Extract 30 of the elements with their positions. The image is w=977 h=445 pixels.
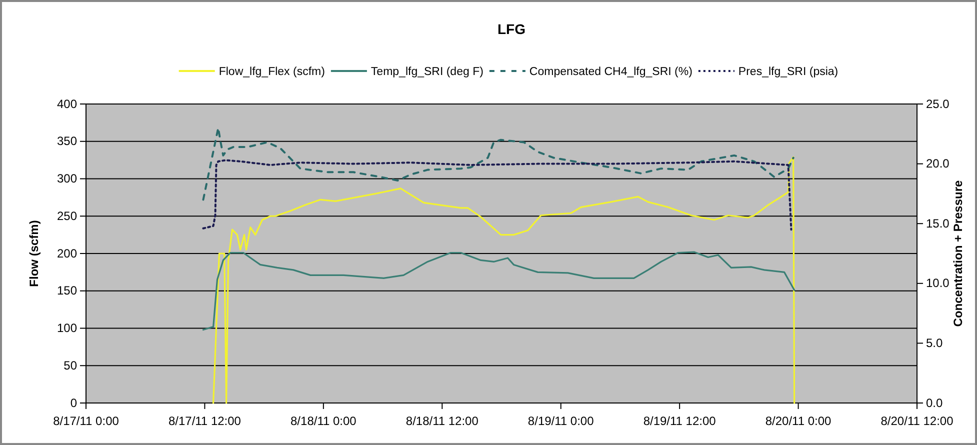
y-tick-label: 50 — [64, 358, 78, 372]
x-tick-label: 8/19/11 12:00 — [643, 414, 716, 428]
y-tick-label: 200 — [56, 246, 78, 260]
y2-tick-label: 25.0 — [926, 96, 950, 111]
x-tick-label: 8/17/11 12:00 — [168, 414, 242, 428]
y2-axis-title: Concentration + Pressure — [951, 180, 965, 327]
x-tick-label: 8/20/11 0:00 — [765, 414, 832, 428]
legend-label: Pres_lfg_SRI (psia) — [738, 66, 838, 78]
x-tick-label: 8/19/11 0:00 — [528, 414, 594, 428]
y-tick-label: 100 — [56, 321, 78, 336]
legend-label: Flow_lfg_Flex (scfm) — [218, 66, 326, 78]
y2-tick-label: 15.0 — [926, 216, 950, 230]
y-tick-label: 400 — [56, 96, 78, 111]
y2-tick-label: 10.0 — [926, 276, 950, 290]
y-tick-label: 150 — [56, 284, 78, 298]
y-axis-title: Flow (scfm) — [27, 220, 41, 287]
y-tick-label: 250 — [56, 208, 78, 223]
y2-tick-label: 20.0 — [926, 156, 950, 171]
x-tick-label: 8/17/11 0:00 — [53, 414, 120, 428]
y-tick-label: 0 — [70, 396, 78, 410]
x-tick-label: 8/18/11 0:00 — [290, 414, 357, 428]
y2-tick-label: 5.0 — [926, 336, 944, 350]
chart-title: LFG — [498, 21, 526, 37]
x-tick-label: 8/20/11 12:00 — [880, 414, 954, 428]
legend-label: Temp_lfg_SRI (deg F) — [370, 66, 484, 78]
y2-tick-label: 0.0 — [926, 396, 944, 410]
legend-label: Compensated CH4_lfg_SRI (%) — [529, 66, 693, 78]
y-tick-label: 300 — [56, 172, 78, 186]
x-tick-label: 8/18/11 12:00 — [406, 414, 479, 428]
y-tick-label: 350 — [56, 134, 78, 148]
